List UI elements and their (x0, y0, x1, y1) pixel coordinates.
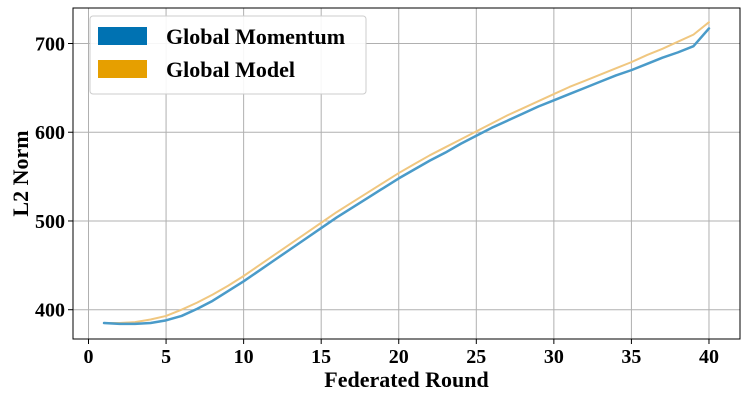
series-line-global-momentum (102, 27, 711, 326)
x-tick-label: 0 (84, 346, 94, 368)
y-axis: 400 500 600 700 (35, 33, 73, 322)
plot-frame (72, 7, 741, 340)
legend-box (89, 15, 367, 95)
x-tick-label: 20 (389, 346, 409, 368)
series-lines (102, 21, 711, 326)
legend-label-global-momentum: Global Momentum (166, 24, 345, 49)
x-tick-label: 10 (234, 346, 254, 368)
x-tick-label: 5 (161, 346, 171, 368)
x-axis: 0 5 10 15 20 25 30 35 40 (84, 339, 719, 368)
y-tick-label: 500 (35, 211, 65, 233)
legend-swatch-global-model (98, 60, 147, 78)
x-tick-label: 40 (699, 346, 719, 368)
y-axis-label: L2 Norm (8, 130, 33, 216)
y-tick-label: 600 (35, 122, 65, 144)
series-line-global-model (103, 21, 710, 325)
y-tick-label: 400 (35, 300, 65, 322)
legend-swatch-global-momentum (98, 27, 147, 45)
y-tick-label: 700 (35, 33, 65, 55)
x-axis-label: Federated Round (324, 367, 488, 392)
x-tick-label: 35 (621, 346, 641, 368)
legend-label-global-model: Global Model (166, 57, 295, 82)
x-tick-label: 30 (544, 346, 564, 368)
x-tick-label: 25 (466, 346, 486, 368)
x-tick-label: 15 (311, 346, 331, 368)
legend: Global Momentum Global Model (89, 15, 367, 95)
